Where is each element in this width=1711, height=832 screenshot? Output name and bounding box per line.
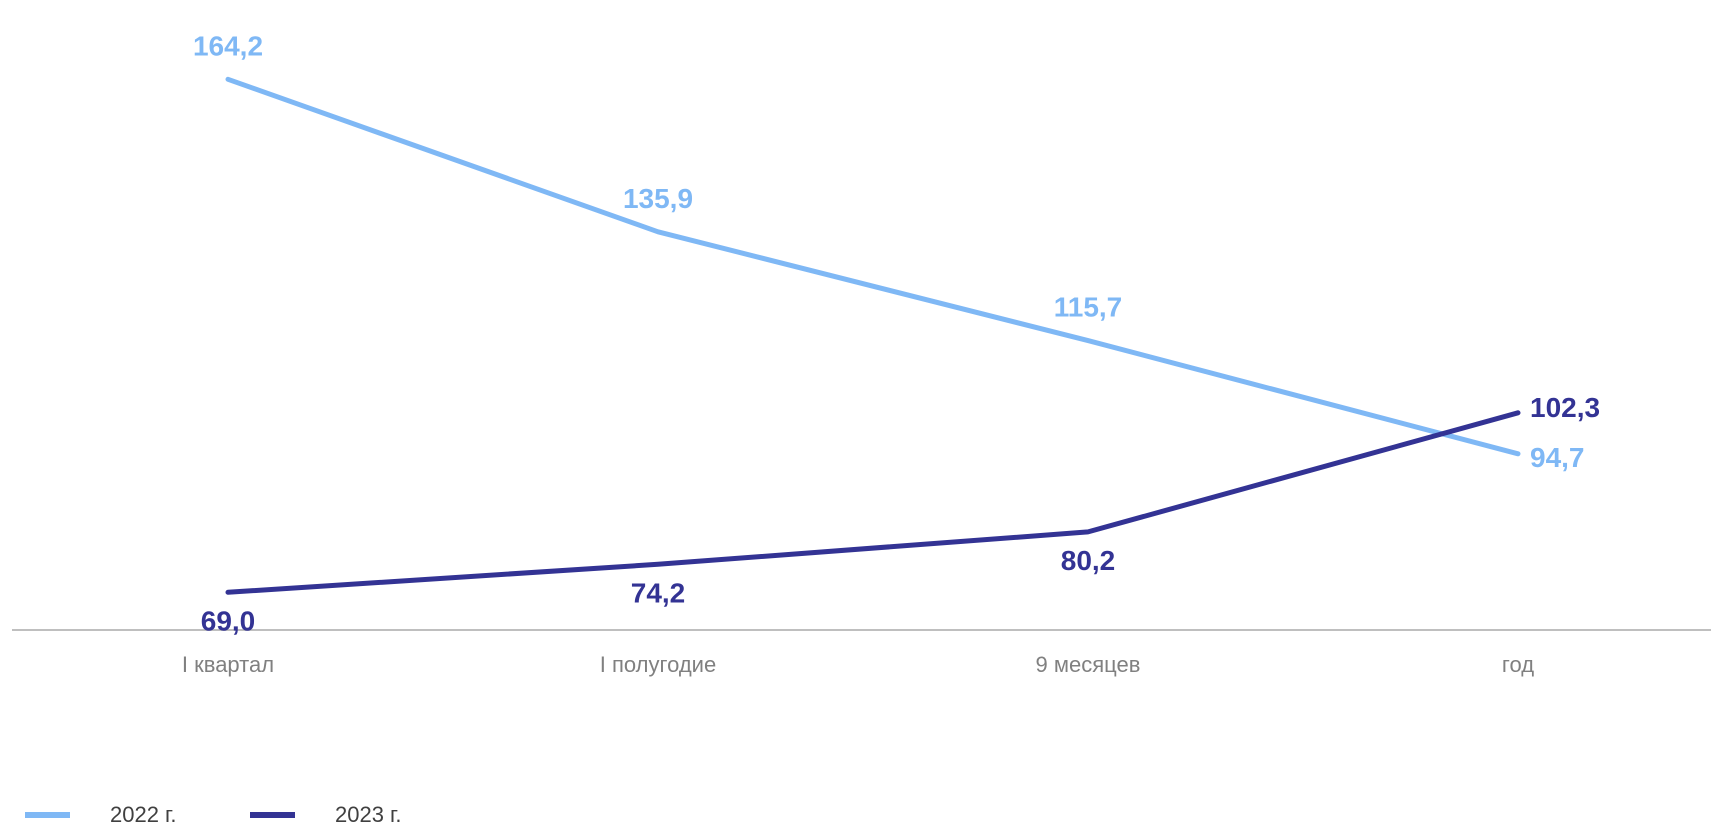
data-label: 135,9 [623,183,693,214]
series-line-1 [225,410,1521,595]
data-label: 94,7 [1530,442,1585,473]
line-chart: 164,2 135,9 115,7 94,7 69,0 74,2 80,2 102,3 I к… [12,30,1711,677]
x-tick-label: I квартал [182,652,274,677]
x-tick-label: 9 месяцев [1036,652,1141,677]
data-label: 74,2 [631,577,686,608]
data-label: 102,3 [1530,392,1600,423]
data-label: 69,0 [201,605,256,636]
x-tick-label: I полугодие [600,652,716,677]
legend-swatch-2023 [250,812,295,818]
series-layer: 164,2 135,9 115,7 94,7 69,0 74,2 80,2 102,3 [193,30,1600,636]
legend-label-2022: 2022 г. [110,802,177,827]
legend-label-2023: 2023 г. [335,802,402,827]
legend: 2022 г. 2023 г. [0,800,700,830]
legend-item-2022: 2022 г. [25,800,177,830]
data-label: 115,7 [1054,292,1123,323]
x-tick-label: год [1502,652,1534,677]
data-label: 164,2 [193,30,263,61]
legend-swatch-2022 [25,812,70,818]
legend-item-2023: 2023 г. [250,800,402,830]
x-tick-labels: I квартал I полугодие 9 месяцев год [182,652,1534,677]
data-label: 80,2 [1061,545,1116,576]
series-line-0 [225,76,1521,457]
